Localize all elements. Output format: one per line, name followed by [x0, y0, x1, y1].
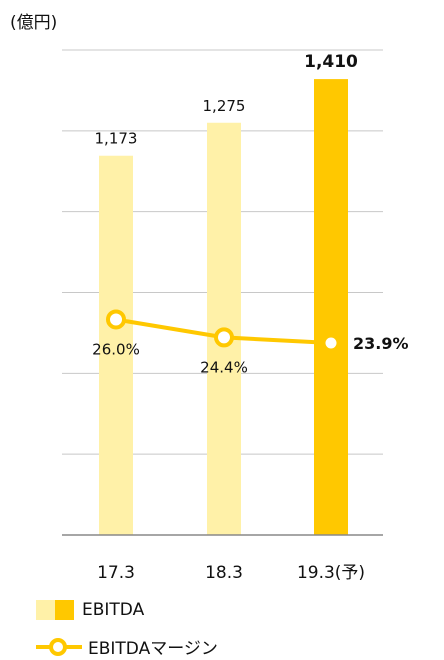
- legend-label-ebitda: EBITDA: [82, 600, 145, 620]
- legend-item-margin: EBITDAマージン: [36, 634, 218, 659]
- bar-value-label-2: 1,410: [304, 52, 358, 72]
- line-marker-swatch-icon: [36, 637, 82, 656]
- margin-point-0: [106, 309, 126, 330]
- margin-value-label-1: 24.4%: [200, 358, 248, 376]
- bar-2: [314, 79, 348, 535]
- margin-point-2: [325, 337, 337, 349]
- legend-item-ebitda: EBITDA: [36, 600, 144, 620]
- unit-label: (億円): [10, 13, 58, 33]
- legend-label-margin: EBITDAマージン: [88, 639, 218, 659]
- margin-value-label-0: 26.0%: [92, 340, 140, 358]
- x-tick-label-2: 19.3(予): [297, 563, 365, 583]
- x-tick-label-1: 18.3: [205, 563, 243, 583]
- bar-value-label-0: 1,173: [95, 130, 138, 148]
- margin-point-1: [214, 327, 234, 348]
- x-tick-label-0: 17.3: [97, 563, 135, 583]
- bar-value-label-1: 1,275: [203, 97, 246, 115]
- bar-0: [99, 155, 133, 536]
- margin-value-label-2: 23.9%: [353, 334, 409, 353]
- bar-swatch-icon: [36, 600, 74, 620]
